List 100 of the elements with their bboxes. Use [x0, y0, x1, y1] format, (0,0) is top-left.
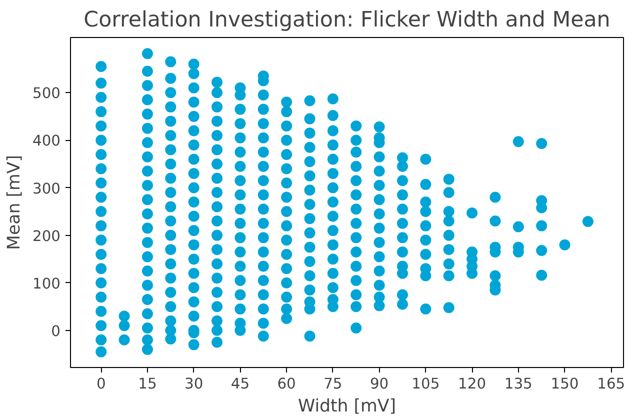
point	[96, 106, 107, 118]
point	[188, 282, 200, 294]
point	[396, 175, 408, 186]
point	[304, 304, 316, 315]
point	[234, 289, 246, 300]
point	[212, 144, 223, 156]
point	[188, 68, 200, 80]
point	[212, 130, 223, 141]
point	[281, 148, 292, 160]
point	[188, 239, 200, 250]
point	[374, 166, 385, 177]
point	[234, 160, 246, 172]
point	[188, 225, 200, 236]
point	[142, 151, 153, 162]
point	[212, 116, 223, 127]
point	[374, 121, 385, 132]
y-tick-label: 300	[32, 180, 61, 198]
point	[165, 216, 176, 227]
point	[234, 189, 246, 200]
point	[142, 122, 153, 134]
point	[304, 227, 316, 238]
point	[212, 286, 223, 298]
point	[281, 292, 292, 303]
point	[512, 136, 524, 148]
point	[350, 289, 362, 300]
point	[420, 220, 432, 232]
point	[142, 308, 153, 320]
point	[443, 230, 454, 241]
point	[443, 302, 454, 314]
point	[188, 196, 200, 208]
point	[304, 95, 316, 106]
point	[327, 268, 338, 279]
point	[165, 101, 176, 112]
point	[165, 286, 176, 298]
point	[281, 178, 292, 188]
point	[188, 154, 200, 165]
point	[350, 160, 362, 172]
point	[142, 265, 153, 276]
point	[234, 132, 246, 144]
point	[142, 94, 153, 106]
point	[96, 134, 107, 146]
point	[142, 236, 153, 248]
point	[142, 344, 153, 355]
point	[142, 194, 153, 206]
point	[142, 137, 153, 148]
point	[420, 206, 432, 218]
point	[212, 201, 223, 212]
point	[582, 216, 594, 228]
point	[96, 320, 107, 332]
point	[188, 96, 200, 108]
point	[165, 244, 176, 256]
point	[142, 80, 153, 92]
point	[188, 268, 200, 279]
point	[536, 138, 548, 150]
point	[443, 216, 454, 227]
point	[142, 108, 153, 120]
point	[258, 146, 269, 158]
point	[188, 125, 200, 136]
point	[350, 246, 362, 258]
point	[142, 180, 153, 191]
point	[350, 218, 362, 229]
point	[443, 244, 454, 256]
point	[350, 232, 362, 244]
point	[188, 210, 200, 222]
point	[350, 189, 362, 200]
point	[258, 189, 269, 200]
point	[258, 304, 269, 315]
point	[212, 324, 223, 336]
point	[396, 189, 408, 200]
point	[165, 258, 176, 270]
point	[374, 194, 385, 206]
point	[374, 236, 385, 248]
point	[96, 334, 107, 346]
point	[420, 234, 432, 246]
point	[396, 232, 408, 244]
point	[234, 246, 246, 258]
point	[396, 298, 408, 310]
point	[281, 163, 292, 174]
x-tick-label: 60	[277, 376, 296, 392]
point	[234, 204, 246, 215]
point	[96, 220, 107, 232]
point	[281, 220, 292, 232]
point	[327, 254, 338, 265]
point	[490, 192, 501, 203]
point	[559, 239, 570, 250]
point	[350, 204, 362, 215]
point	[188, 182, 200, 194]
point	[96, 92, 107, 103]
point	[258, 204, 269, 215]
point	[165, 230, 176, 241]
point	[350, 134, 362, 146]
point	[420, 196, 432, 208]
point	[212, 172, 223, 184]
point	[234, 304, 246, 315]
point	[374, 251, 385, 262]
point	[96, 263, 107, 274]
point	[281, 192, 292, 203]
point	[188, 254, 200, 265]
point	[396, 218, 408, 229]
point	[281, 313, 292, 324]
